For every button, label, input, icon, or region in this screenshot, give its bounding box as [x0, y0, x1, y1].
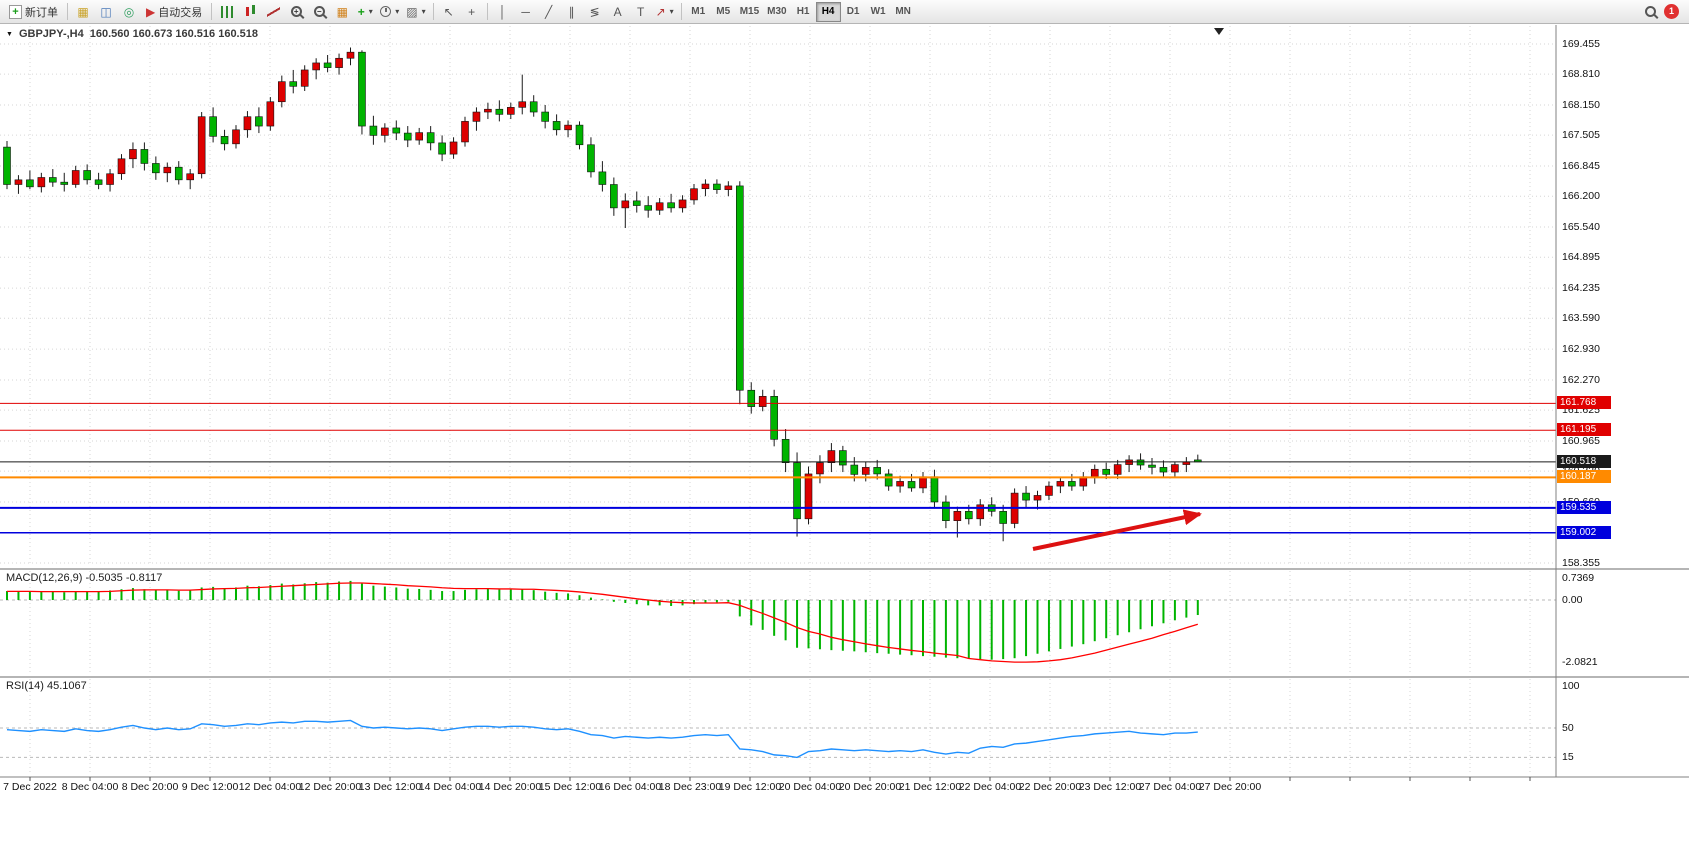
search-icon [1644, 6, 1656, 17]
tile-windows-button[interactable]: ▦ [331, 2, 353, 22]
line-chart-icon [266, 5, 280, 18]
timeframe-group: M1 M5 M15 M30 H1 H4 D1 W1 MN [686, 1, 916, 22]
axes [0, 25, 1689, 781]
toolbar-separator [432, 3, 434, 20]
crosshair-button[interactable]: + [461, 2, 483, 22]
cursor-button[interactable]: ↖ [438, 2, 460, 22]
zoom-in-button[interactable]: + [285, 2, 307, 22]
navigator-icon: ◎ [123, 4, 135, 19]
bar-chart-button[interactable] [216, 2, 238, 22]
notification-badge[interactable]: 1 [1664, 4, 1679, 19]
rsi-line [6, 719, 1198, 759]
periods-button[interactable]: ▾ [377, 2, 402, 22]
zoom-in-icon: + [290, 6, 302, 17]
macd-signal-line [7, 582, 1198, 663]
clock-icon [380, 6, 392, 17]
price-level-tag[interactable]: 161.768 [1557, 396, 1611, 410]
text-tool-icon: A [613, 4, 622, 19]
price-level-tag[interactable]: 160.187 [1557, 470, 1611, 484]
new-order-icon: + [9, 4, 22, 19]
chart-shift-marker[interactable] [1214, 28, 1224, 35]
channel-button[interactable]: ∥ [561, 2, 583, 22]
chevron-down-icon: ▾ [368, 7, 373, 16]
market-watch-button[interactable]: ▦ [72, 2, 94, 22]
chevron-down-icon: ▾ [421, 7, 426, 16]
rsi-pane [0, 719, 1556, 759]
navigator-button[interactable]: ◎ [118, 2, 140, 22]
crosshair-icon: + [468, 4, 476, 19]
toolbar-separator [680, 3, 682, 20]
channel-icon: ∥ [568, 4, 575, 19]
arrow-tool-icon: ↗ [655, 4, 666, 19]
candlestick-chart-button[interactable] [239, 2, 261, 22]
candlesticks [3, 47, 1202, 542]
timeframe-m5-button[interactable]: M5 [711, 2, 736, 22]
horizontal-line-icon: ─ [521, 4, 530, 19]
tile-windows-icon: ▦ [336, 4, 348, 19]
bar-chart-icon [220, 5, 234, 18]
toolbar-separator [211, 3, 213, 20]
auto-trading-label: 自动交易 [158, 6, 203, 19]
zoom-out-icon: − [313, 6, 325, 17]
line-chart-button[interactable] [262, 2, 284, 22]
fibonacci-button[interactable]: ≶ [584, 2, 606, 22]
timeframe-d1-button[interactable]: D1 [841, 2, 866, 22]
data-window-icon: ◫ [100, 4, 112, 19]
timeframe-h1-button[interactable]: H1 [791, 2, 816, 22]
chart-grid [0, 26, 1556, 775]
template-icon: ▨ [406, 4, 418, 19]
timeframe-m15-button[interactable]: M15 [736, 2, 763, 22]
search-button[interactable] [1639, 2, 1661, 22]
cursor-icon: ↖ [443, 4, 454, 19]
text-label-icon: T [636, 4, 645, 19]
toolbar-separator [67, 3, 68, 20]
vertical-line-button[interactable]: │ [492, 2, 514, 22]
text-label-button[interactable]: T [630, 2, 652, 22]
pane-separator[interactable] [0, 568, 1689, 570]
fibonacci-icon: ≶ [589, 4, 600, 19]
text-button[interactable]: A [607, 2, 629, 22]
new-order-label: 新订单 [25, 6, 58, 19]
candlestick-chart-icon [244, 5, 257, 18]
trendline-icon: ╱ [544, 4, 553, 19]
price-level-tag[interactable]: 159.535 [1557, 500, 1611, 514]
macd-pane [0, 580, 1556, 663]
price-level-lines[interactable] [0, 402, 1556, 534]
timeframe-w1-button[interactable]: W1 [866, 2, 891, 22]
trend-arrow-annotation[interactable] [1032, 509, 1202, 551]
trendline-button[interactable]: ╱ [538, 2, 560, 22]
data-window-button[interactable]: ◫ [95, 2, 117, 22]
market-watch-icon: ▦ [77, 4, 89, 19]
timeframe-mn-button[interactable]: MN [891, 2, 916, 22]
toolbar-separator [486, 3, 488, 20]
indicators-plus-icon: + [357, 4, 365, 19]
price-level-tag[interactable]: 160.518 [1557, 454, 1611, 468]
timeframe-m30-button[interactable]: M30 [763, 2, 790, 22]
pane-separator[interactable] [0, 676, 1689, 678]
main-toolbar: + 新订单 ▦ ◫ ◎ ▶ 自动交易 + − ▦ + ▾ ▾ ▨ ▾ ↖ + │ ─… [0, 0, 1689, 24]
auto-trading-icon: ▶ [146, 4, 156, 19]
zoom-out-button[interactable]: − [308, 2, 330, 22]
vertical-line-icon: │ [498, 4, 507, 19]
indicators-button[interactable]: + ▾ [354, 2, 376, 22]
timeframe-h4-button[interactable]: H4 [815, 1, 841, 22]
timeframe-m1-button[interactable]: M1 [686, 2, 711, 22]
price-level-tag[interactable]: 161.195 [1557, 423, 1611, 437]
auto-trading-button[interactable]: ▶ 自动交易 [141, 2, 207, 22]
templates-button[interactable]: ▨ ▾ [403, 2, 428, 22]
chevron-down-icon: ▾ [395, 7, 400, 16]
price-level-tag[interactable]: 159.002 [1557, 525, 1611, 539]
arrows-button[interactable]: ↗ ▾ [653, 2, 677, 22]
horizontal-line-button[interactable]: ─ [515, 2, 537, 22]
chevron-down-icon: ▾ [669, 7, 674, 16]
new-order-button[interactable]: + 新订单 [4, 2, 63, 22]
